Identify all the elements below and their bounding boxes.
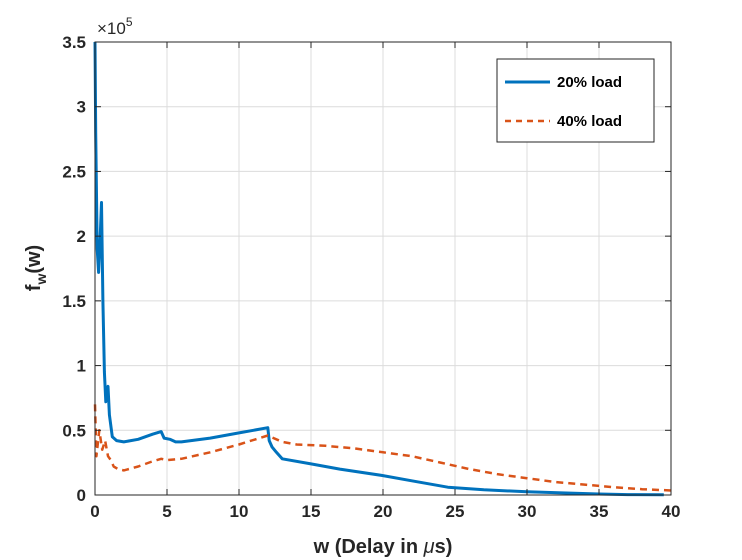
x-tick-label: 35	[590, 502, 609, 521]
y-tick-label: 3	[77, 98, 86, 117]
series-line-20-load	[93, 41, 664, 497]
x-tick-label: 20	[374, 502, 393, 521]
y-tick-label: 1.5	[62, 292, 86, 311]
x-tick-label: 15	[302, 502, 321, 521]
series-line-40-load	[93, 404, 672, 492]
y-tick-label: 0	[77, 486, 86, 505]
legend-label-40-load: 40% load	[557, 113, 622, 130]
x-tick-label: 40	[662, 502, 681, 521]
y-tick-label: 2.5	[62, 162, 86, 181]
legend-box	[496, 58, 655, 143]
x-axis-label: w (Delay in μs)	[313, 536, 453, 558]
ticks: 0 5 10 15 20 25 30 35 40 0 0.5 1 1.5 2 2.5 3 3.5	[62, 33, 680, 521]
y-axis-label: fw(w)	[23, 245, 49, 291]
legend-label-20-load: 20% load	[557, 74, 622, 91]
x-tick-label: 0	[90, 502, 99, 521]
x-tick-label: 10	[230, 502, 249, 521]
legend: 20% load 40% load	[496, 58, 655, 143]
x-tick-label: 5	[162, 502, 171, 521]
series-layer	[93, 41, 672, 497]
y-tick-label: 2	[77, 227, 86, 246]
x-tick-label: 30	[518, 502, 537, 521]
y-multiplier: ×105	[97, 15, 133, 38]
y-tick-label: 0.5	[62, 421, 86, 440]
x-tick-label: 25	[446, 502, 465, 521]
y-tick-label: 1	[77, 357, 86, 376]
y-tick-label: 3.5	[62, 33, 86, 52]
